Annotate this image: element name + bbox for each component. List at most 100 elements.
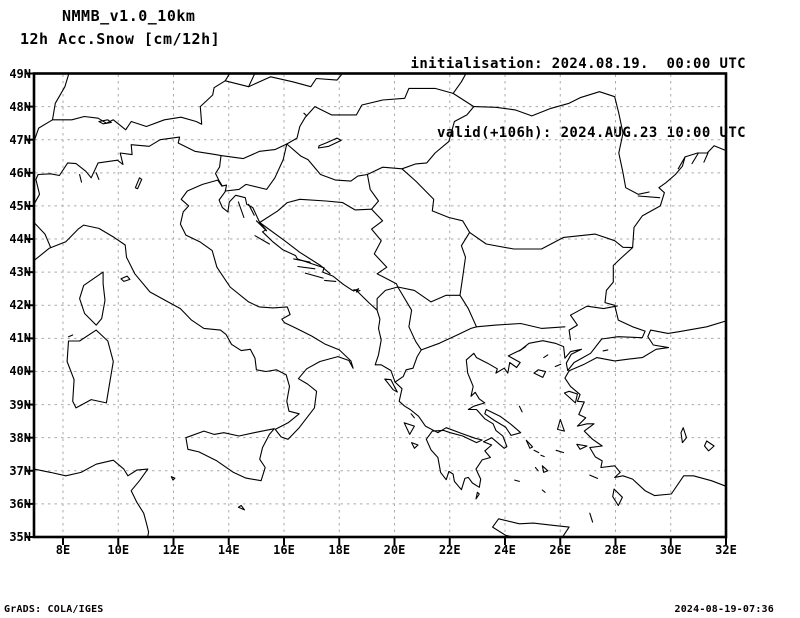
lat-tick-label: 35N (9, 530, 31, 544)
country-border (371, 208, 399, 311)
coastline (79, 173, 83, 183)
country-border (469, 231, 634, 250)
island-outline (680, 427, 688, 444)
lon-tick-label: 28E (604, 543, 627, 557)
country-border (286, 87, 475, 145)
lon-tick-label: 26E (549, 543, 572, 557)
lon-tick-label: 14E (217, 543, 240, 557)
coastline (703, 152, 709, 163)
island-outline (120, 275, 131, 282)
coastline (518, 405, 523, 413)
island-outline (556, 418, 565, 432)
coastline (514, 479, 520, 482)
coastline (67, 334, 74, 338)
country-border (459, 294, 478, 328)
coastline (543, 354, 549, 359)
coastline (255, 220, 268, 232)
country-border (224, 73, 344, 88)
lat-tick-label: 39N (9, 397, 31, 412)
lon-tick-label: 32E (715, 543, 737, 557)
country-border (473, 91, 650, 195)
country-border (569, 305, 618, 316)
coastline (237, 201, 245, 219)
island-outline (541, 465, 549, 473)
island-outline (533, 369, 547, 378)
coastline (540, 454, 545, 458)
island-outline (576, 443, 588, 450)
coastline (304, 272, 324, 279)
country-border (397, 286, 422, 351)
island-outline (525, 439, 534, 449)
island-outline (411, 442, 419, 449)
island-outline (484, 408, 522, 436)
island-outline (237, 504, 246, 511)
lat-tick-label: 38N (9, 430, 31, 445)
coastline (95, 172, 100, 180)
country-border (220, 143, 288, 160)
country-border (224, 73, 231, 82)
island-outline (317, 137, 342, 149)
island-outline (66, 329, 114, 409)
lat-tick-label: 36N (9, 496, 31, 511)
island-outline (403, 422, 415, 435)
coastline (602, 349, 609, 352)
island-outline (475, 491, 480, 500)
lon-tick-label: 30E (659, 543, 682, 557)
lon-tick-label: 8E (55, 543, 71, 557)
coastline (248, 203, 255, 216)
lat-tick-label: 42N (9, 298, 31, 313)
coastline (555, 449, 565, 454)
axis-ticks (26, 72, 727, 545)
coastline (353, 288, 361, 293)
island-outline (563, 390, 578, 404)
island-outline (170, 476, 176, 481)
run-info: initialisation: 2024.08.19. 00:00 UTC va… (411, 7, 747, 191)
coastline (677, 156, 686, 170)
island-outline (703, 440, 715, 452)
map-frame (32, 72, 728, 539)
lon-tick-label: 20E (383, 543, 406, 557)
lat-tick-label: 49N (9, 66, 31, 81)
lat-tick-label: 46N (9, 165, 31, 180)
country-border (214, 155, 223, 187)
coastline (534, 466, 539, 472)
coastline (324, 279, 337, 282)
country-border (568, 314, 578, 341)
country-border (452, 73, 467, 94)
coastline (533, 449, 540, 454)
island-outline (98, 119, 112, 125)
coastline (297, 265, 316, 270)
country-border (286, 106, 475, 182)
island-outline (79, 271, 106, 326)
lat-tick-label: 37N (9, 463, 31, 478)
lat-tick-label: 41N (9, 331, 31, 346)
country-border (34, 73, 70, 142)
country-border (259, 198, 373, 224)
country-border (420, 326, 478, 351)
creation-timestamp: 2024-08-19-07:36 (674, 604, 774, 615)
country-border (224, 143, 288, 192)
coastline (589, 474, 599, 479)
coastline (589, 512, 594, 523)
coastline (410, 413, 415, 419)
island-outline (612, 488, 623, 507)
lon-tick-label: 16E (273, 543, 295, 557)
coastline (518, 346, 527, 352)
island-outline (492, 518, 570, 537)
model-title: NMMB_v1.0_10km (62, 7, 196, 25)
country-border (394, 349, 422, 383)
island-outline (384, 378, 398, 393)
coastline (34, 145, 726, 491)
coastline (691, 152, 699, 165)
country-border (397, 286, 461, 303)
country-border (51, 80, 226, 131)
island-outline (134, 177, 143, 190)
country-border (259, 221, 331, 275)
lat-tick-label: 40N (9, 364, 31, 379)
grads-credit: GrADS: COLA/IGES (4, 604, 104, 615)
coastline (293, 258, 311, 263)
lon-tick-label: 22E (438, 543, 461, 557)
country-border (366, 173, 380, 210)
